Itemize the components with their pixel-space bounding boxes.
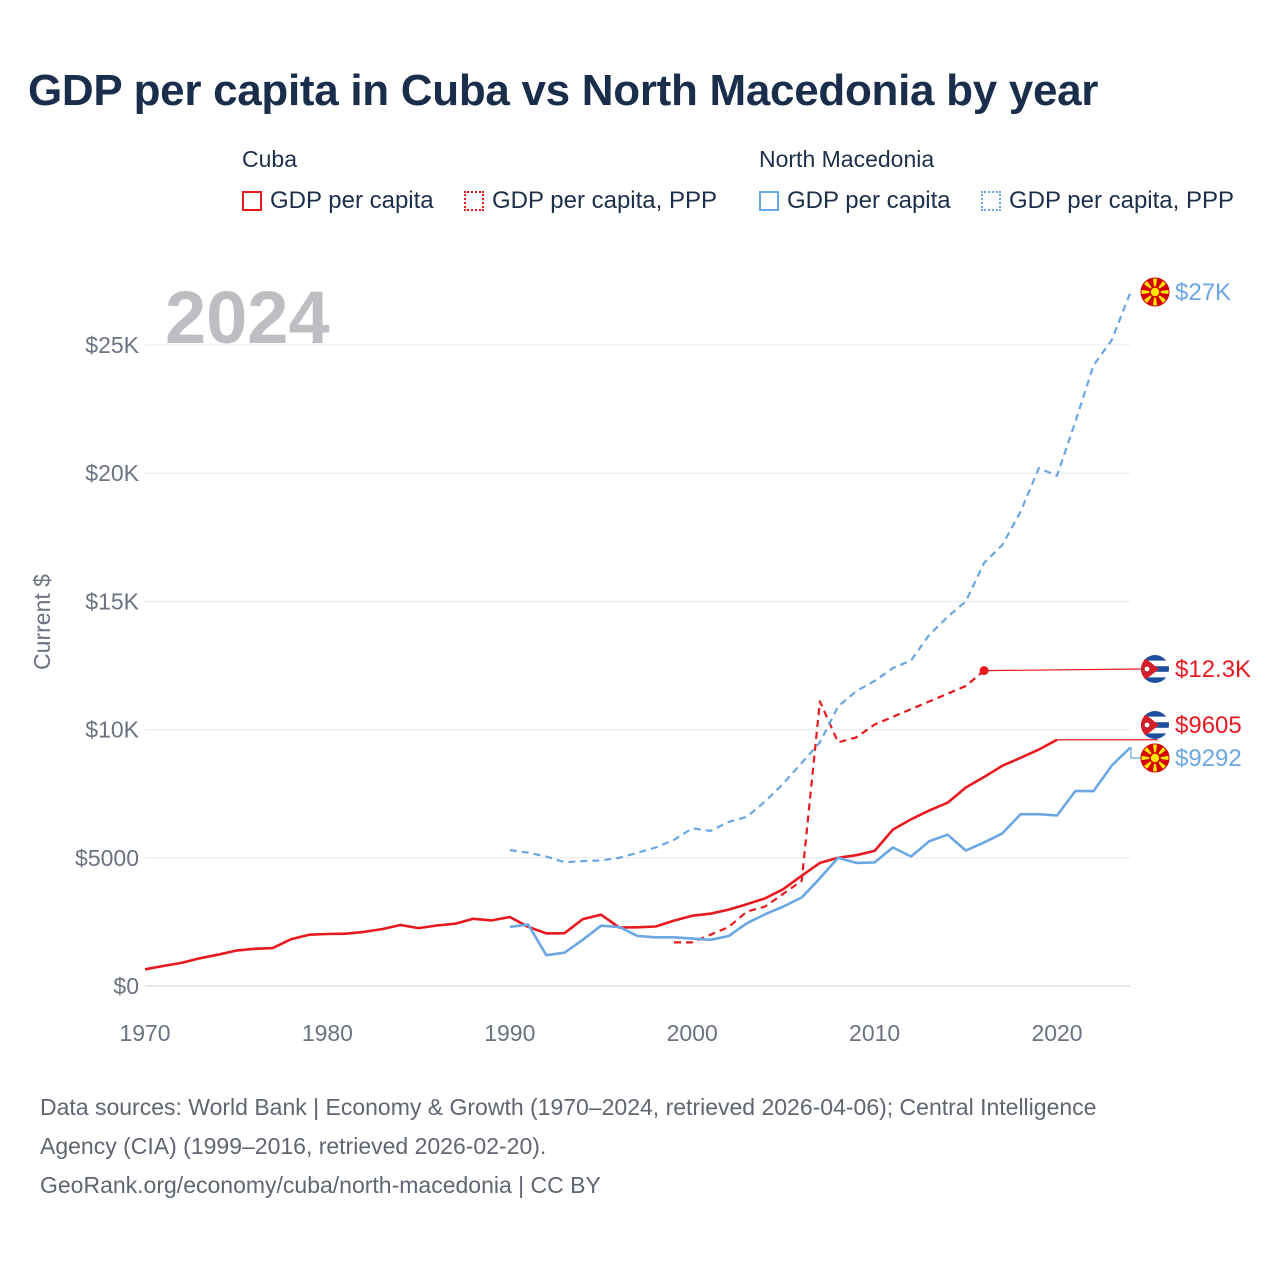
y-tick-label: $0 (113, 973, 139, 999)
y-tick-label: $20K (85, 460, 139, 486)
x-tick-label: 1980 (302, 1020, 353, 1046)
series-end-label: $9605 (1175, 712, 1242, 739)
legend-swatch-dotted-blue (981, 191, 1001, 211)
series-end-label: $12.3K (1175, 656, 1251, 683)
x-tick-label: 2000 (667, 1020, 718, 1046)
axis-layer: $0 $5000 $10K $15K $20K $25K 1970 1980 1990 2000 2… (75, 332, 1083, 1046)
legend-label: GDP per capita (270, 187, 434, 214)
end-label-connector (1130, 747, 1141, 759)
y-tick-label: $15K (85, 588, 139, 614)
x-tick-label: 1970 (119, 1020, 170, 1046)
footer-sources-line2: Agency (CIA) (1999–2016, retrieved 2026-… (40, 1133, 547, 1159)
legend-group-cuba: Cuba (242, 146, 297, 172)
legend-swatch-solid-red (242, 191, 262, 211)
cuba-flag-icon (1141, 711, 1169, 739)
series-end-marker (979, 666, 989, 676)
cuba-flag-icon (1141, 655, 1169, 683)
series-line-1[interactable] (674, 669, 985, 944)
series-end-label: $9292 (1175, 745, 1242, 772)
y-tick-label: $10K (85, 717, 139, 743)
y-tick-label: $25K (85, 332, 139, 358)
north-macedonia-flag-icon (1140, 743, 1170, 773)
grid-layer (145, 344, 1130, 987)
legend-swatch-dotted-red (464, 191, 484, 211)
footer: Data sources: World Bank | Economy & Gro… (40, 1088, 1240, 1205)
legend-item-cuba-gdp[interactable]: GDP per capita (242, 186, 434, 216)
legend-group-north-macedonia: North Macedonia (759, 146, 935, 172)
end-label-connector (984, 668, 1142, 672)
legend-label: GDP per capita, PPP (1009, 187, 1234, 214)
series-end-label: $27K (1175, 279, 1231, 306)
x-tick-label: 2010 (849, 1020, 900, 1046)
legend-item-cuba-gdp-ppp[interactable]: GDP per capita, PPP (464, 186, 717, 216)
series-line-2[interactable] (509, 746, 1131, 957)
year-watermark: 2024 (165, 276, 330, 359)
legend-label: GDP per capita, PPP (492, 187, 717, 214)
y-tick-label: $5000 (75, 845, 139, 871)
line-chart: 2024 $0 $5000 $10K $15K $20K $25K 1970 1980 1990… (29, 276, 1251, 1046)
series-line-0[interactable] (144, 738, 1058, 971)
series-line-3[interactable] (509, 293, 1132, 864)
legend-item-mk-gdp[interactable]: GDP per capita (759, 186, 951, 216)
x-tick-label: 2020 (1031, 1020, 1082, 1046)
north-macedonia-flag-icon (1140, 277, 1170, 307)
legend-item-mk-gdp-ppp[interactable]: GDP per capita, PPP (981, 186, 1234, 216)
legend-swatch-solid-blue (759, 191, 779, 211)
x-tick-label: 1990 (484, 1020, 535, 1046)
y-axis-label: Current $ (29, 574, 55, 670)
footer-sources-line1: Data sources: World Bank | Economy & Gro… (40, 1094, 1097, 1120)
footer-source-link[interactable]: GeoRank.org/economy/cuba/north-macedonia… (40, 1172, 601, 1198)
chart-title: GDP per capita in Cuba vs North Macedoni… (28, 66, 1099, 115)
end-label-layer: $27K $12.3K $9605 $9292 (979, 277, 1251, 773)
series-layer (144, 293, 1132, 971)
legend-label: GDP per capita (787, 187, 951, 214)
